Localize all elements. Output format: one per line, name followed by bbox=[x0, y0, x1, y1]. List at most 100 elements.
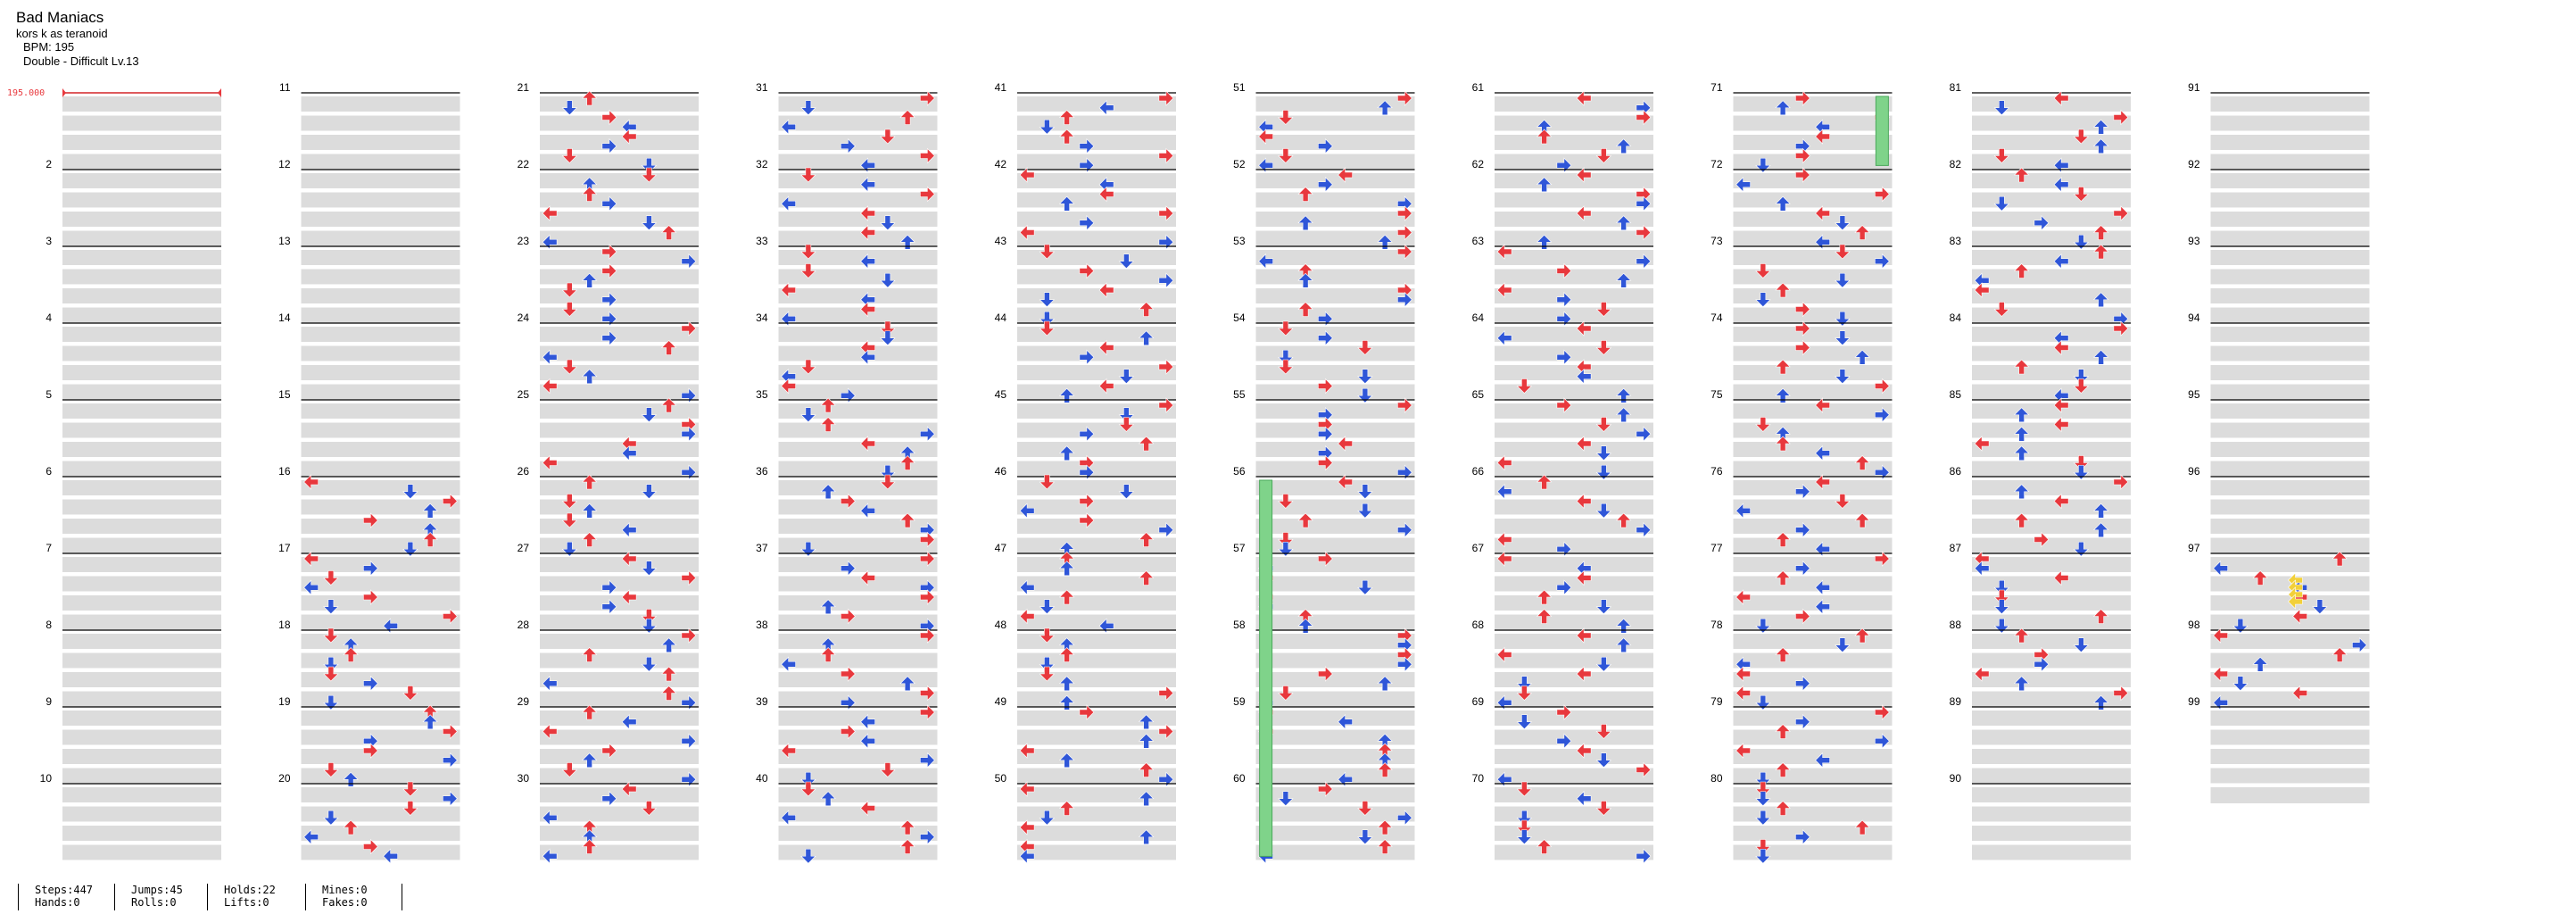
beat-band bbox=[1733, 212, 1893, 227]
step-arrow-icon bbox=[1019, 743, 1035, 759]
step-arrow-icon bbox=[581, 839, 598, 854]
step-arrow-icon bbox=[1795, 608, 1810, 625]
step-arrow-icon bbox=[1815, 752, 1830, 769]
step-arrow-icon bbox=[1576, 569, 1592, 586]
step-arrow-icon bbox=[1875, 704, 1890, 720]
measure bbox=[1972, 322, 2131, 400]
measure bbox=[778, 706, 938, 784]
step-arrow-icon bbox=[542, 810, 558, 826]
beat-band bbox=[1972, 173, 2131, 188]
beat-band bbox=[540, 537, 699, 553]
beat-band bbox=[2210, 422, 2370, 438]
step-arrow-icon bbox=[1098, 186, 1114, 203]
step-arrow-icon bbox=[1775, 387, 1791, 403]
beat-band bbox=[1495, 192, 1653, 208]
sixteenth-arrow-icon bbox=[2288, 594, 2303, 610]
step-arrow-icon bbox=[581, 369, 598, 385]
step-arrow-icon bbox=[1576, 167, 1592, 183]
measure-number: 66 bbox=[1472, 465, 1485, 478]
measure bbox=[62, 629, 221, 707]
measure-number: 62 bbox=[1472, 158, 1485, 170]
step-arrow-icon bbox=[1755, 417, 1771, 432]
step-arrow-icon bbox=[1595, 599, 1612, 615]
beat-band bbox=[1495, 614, 1653, 630]
beat-band bbox=[62, 173, 221, 188]
beat-band bbox=[62, 115, 221, 131]
beat-band bbox=[1495, 826, 1653, 841]
step-arrow-icon bbox=[323, 627, 339, 644]
beat-band bbox=[1733, 729, 1893, 745]
step-arrow-icon bbox=[1536, 129, 1553, 145]
song-artist: kors k as teranoid bbox=[16, 27, 108, 41]
measure-number: 6 bbox=[46, 465, 52, 478]
beat-band bbox=[1733, 135, 1893, 150]
beat-band bbox=[1255, 365, 1415, 380]
step-arrow-icon bbox=[542, 349, 558, 365]
step-arrow-icon bbox=[660, 666, 677, 682]
step-arrow-icon bbox=[841, 138, 856, 154]
step-arrow-icon bbox=[880, 320, 896, 337]
step-arrow-icon bbox=[581, 503, 598, 519]
step-arrow-icon bbox=[1615, 407, 1632, 423]
beat-band bbox=[1017, 422, 1176, 438]
beat-band bbox=[1495, 537, 1653, 553]
beat-band bbox=[1495, 96, 1653, 112]
step-arrow-icon bbox=[1835, 369, 1851, 385]
step-arrow-icon bbox=[1318, 378, 1333, 395]
step-arrow-icon bbox=[641, 801, 658, 816]
step-arrow-icon bbox=[1576, 791, 1592, 807]
step-arrow-icon bbox=[1974, 561, 1990, 577]
beat-band bbox=[778, 96, 938, 112]
step-arrow-icon bbox=[2312, 599, 2328, 615]
beat-band bbox=[1017, 691, 1176, 707]
beat-band bbox=[301, 480, 460, 495]
step-arrow-icon bbox=[1138, 829, 1155, 845]
step-arrow-icon bbox=[1058, 647, 1075, 662]
step-arrow-icon bbox=[1079, 262, 1095, 279]
measure bbox=[62, 783, 221, 860]
step-arrow-icon bbox=[1795, 829, 1810, 845]
step-arrow-icon bbox=[1397, 522, 1412, 538]
step-arrow-icon bbox=[621, 522, 637, 538]
beat-band bbox=[2210, 537, 2370, 553]
step-arrow-icon bbox=[641, 561, 658, 577]
step-arrow-icon bbox=[641, 618, 658, 634]
beat-band bbox=[1255, 173, 1415, 188]
measure bbox=[2210, 706, 2370, 784]
beat-band bbox=[1972, 96, 2131, 112]
beat-band bbox=[540, 672, 699, 687]
step-arrow-icon bbox=[1576, 493, 1592, 510]
step-arrow-icon bbox=[2073, 369, 2090, 385]
beat-band bbox=[1255, 557, 1415, 572]
beat-band bbox=[2210, 557, 2370, 572]
beat-band bbox=[1495, 384, 1653, 400]
beat-band bbox=[301, 173, 460, 188]
beat-band bbox=[1017, 365, 1176, 380]
beat-band bbox=[2210, 519, 2370, 534]
step-arrow-icon bbox=[1377, 100, 1393, 116]
step-arrow-icon bbox=[1058, 752, 1075, 769]
beat-band bbox=[62, 269, 221, 285]
measure bbox=[1495, 245, 1653, 323]
step-arrow-icon bbox=[1993, 100, 2010, 116]
beat-band bbox=[1495, 672, 1653, 687]
measure-number: 30 bbox=[518, 772, 530, 785]
step-arrow-icon bbox=[343, 819, 359, 835]
stat-holds: Holds:22 bbox=[224, 884, 276, 896]
step-arrow-icon bbox=[2213, 694, 2228, 710]
beat-band bbox=[1495, 768, 1653, 784]
step-arrow-icon bbox=[860, 177, 875, 193]
step-arrow-icon bbox=[1795, 676, 1810, 692]
step-arrow-icon bbox=[1158, 522, 1174, 538]
step-arrow-icon bbox=[1079, 493, 1095, 510]
step-arrow-icon bbox=[542, 848, 558, 864]
step-arrow-icon bbox=[402, 781, 418, 797]
beat-band bbox=[1255, 115, 1415, 131]
step-arrow-icon bbox=[1795, 167, 1810, 183]
step-arrow-icon bbox=[1019, 781, 1035, 797]
step-arrow-icon bbox=[323, 666, 339, 682]
step-arrow-icon bbox=[542, 205, 558, 221]
measure bbox=[1255, 553, 1415, 630]
step-arrow-icon bbox=[1854, 627, 1870, 644]
step-arrow-icon bbox=[1993, 579, 2010, 595]
